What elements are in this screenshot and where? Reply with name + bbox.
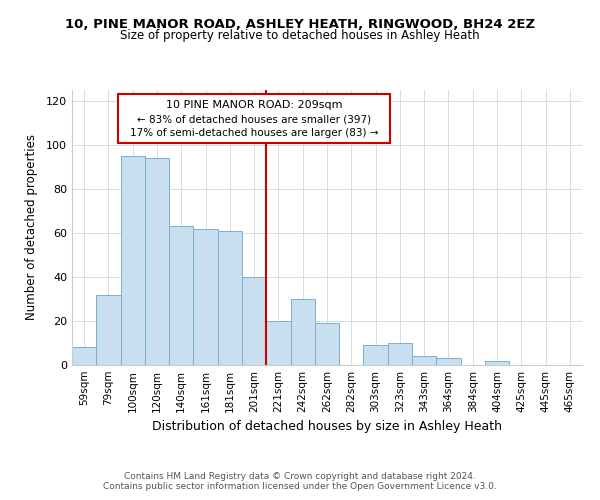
Bar xyxy=(436,358,461,365)
Bar xyxy=(315,323,339,365)
Bar xyxy=(193,228,218,365)
Y-axis label: Number of detached properties: Number of detached properties xyxy=(25,134,38,320)
Bar xyxy=(485,360,509,365)
Bar xyxy=(364,345,388,365)
X-axis label: Distribution of detached houses by size in Ashley Heath: Distribution of detached houses by size … xyxy=(152,420,502,434)
Bar xyxy=(121,156,145,365)
Text: 10, PINE MANOR ROAD, ASHLEY HEATH, RINGWOOD, BH24 2EZ: 10, PINE MANOR ROAD, ASHLEY HEATH, RINGW… xyxy=(65,18,535,30)
Bar xyxy=(96,294,121,365)
Text: 17% of semi-detached houses are larger (83) →: 17% of semi-detached houses are larger (… xyxy=(130,128,379,138)
Text: 10 PINE MANOR ROAD: 209sqm: 10 PINE MANOR ROAD: 209sqm xyxy=(166,100,343,110)
Bar xyxy=(169,226,193,365)
Bar xyxy=(218,231,242,365)
Bar xyxy=(145,158,169,365)
Text: Size of property relative to detached houses in Ashley Heath: Size of property relative to detached ho… xyxy=(120,29,480,42)
Text: Contains HM Land Registry data © Crown copyright and database right 2024.: Contains HM Land Registry data © Crown c… xyxy=(124,472,476,481)
Bar xyxy=(412,356,436,365)
Bar xyxy=(72,348,96,365)
Text: ← 83% of detached houses are smaller (397): ← 83% of detached houses are smaller (39… xyxy=(137,114,371,124)
FancyBboxPatch shape xyxy=(118,94,390,143)
Bar xyxy=(290,299,315,365)
Bar xyxy=(266,321,290,365)
Text: Contains public sector information licensed under the Open Government Licence v3: Contains public sector information licen… xyxy=(103,482,497,491)
Bar xyxy=(388,343,412,365)
Bar xyxy=(242,277,266,365)
